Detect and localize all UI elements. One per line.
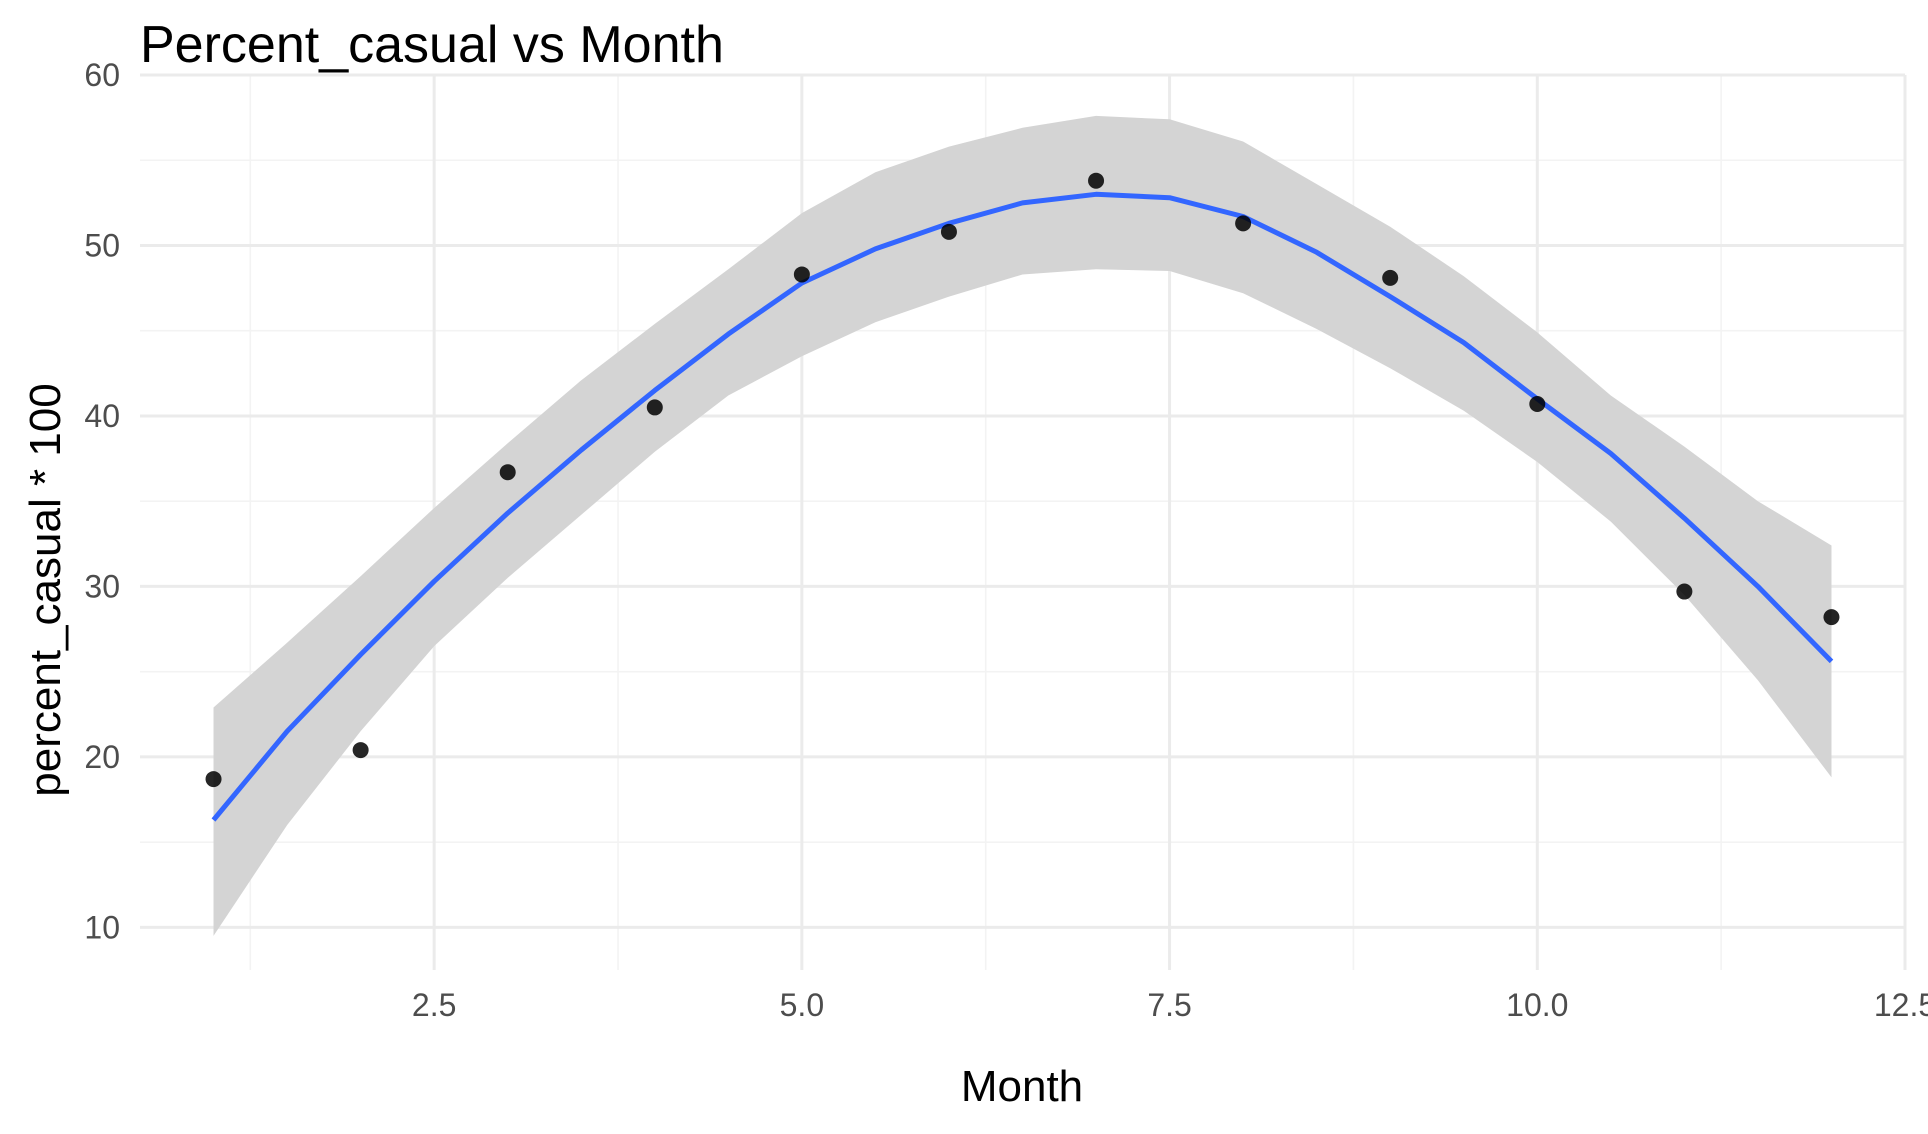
smooth-line [211, 191, 1834, 822]
y-tick-label: 40 [84, 398, 120, 434]
x-tick-label: 12.5 [1874, 987, 1928, 1023]
x-tick-label: 2.5 [412, 987, 456, 1023]
data-point [499, 464, 516, 481]
x-axis-title: Month [961, 1062, 1083, 1111]
data-point [1088, 172, 1105, 189]
data-point [1235, 215, 1252, 232]
data-point [1823, 609, 1840, 626]
data-point [1382, 269, 1399, 286]
x-tick-labels: 2.5 5.0 7.5 10.0 12.5 [412, 987, 1928, 1023]
data-point [793, 266, 810, 283]
y-tick-label: 50 [84, 227, 120, 263]
confidence-ribbon [213, 115, 1832, 936]
x-tick-label: 7.5 [1147, 987, 1191, 1023]
y-tick-label: 60 [84, 57, 120, 93]
y-axis-title: percent_casual * 100 [21, 383, 70, 796]
data-point [1676, 583, 1693, 600]
y-tick-label: 20 [84, 739, 120, 775]
y-tick-labels: 10 20 30 40 50 60 [84, 57, 120, 945]
chart-title: Percent_casual vs Month [140, 16, 724, 74]
y-tick-label: 10 [84, 909, 120, 945]
data-point [646, 399, 663, 416]
y-tick-label: 30 [84, 568, 120, 604]
x-tick-label: 10.0 [1506, 987, 1568, 1023]
x-tick-label: 5.0 [780, 987, 824, 1023]
data-point [1529, 396, 1546, 413]
data-point [940, 223, 957, 240]
data-points [205, 172, 1840, 788]
data-point [205, 771, 222, 788]
data-point [352, 742, 369, 759]
